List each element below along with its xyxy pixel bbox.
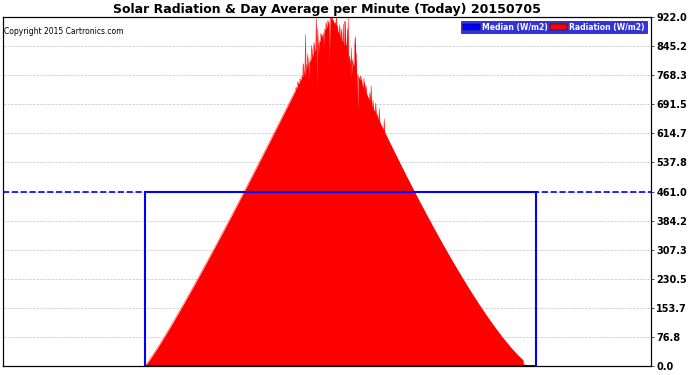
Legend: Median (W/m2), Radiation (W/m2): Median (W/m2), Radiation (W/m2) bbox=[461, 21, 647, 33]
Title: Solar Radiation & Day Average per Minute (Today) 20150705: Solar Radiation & Day Average per Minute… bbox=[113, 3, 541, 16]
Bar bbox=[145, 192, 536, 366]
Text: Copyright 2015 Cartronics.com: Copyright 2015 Cartronics.com bbox=[4, 27, 124, 36]
